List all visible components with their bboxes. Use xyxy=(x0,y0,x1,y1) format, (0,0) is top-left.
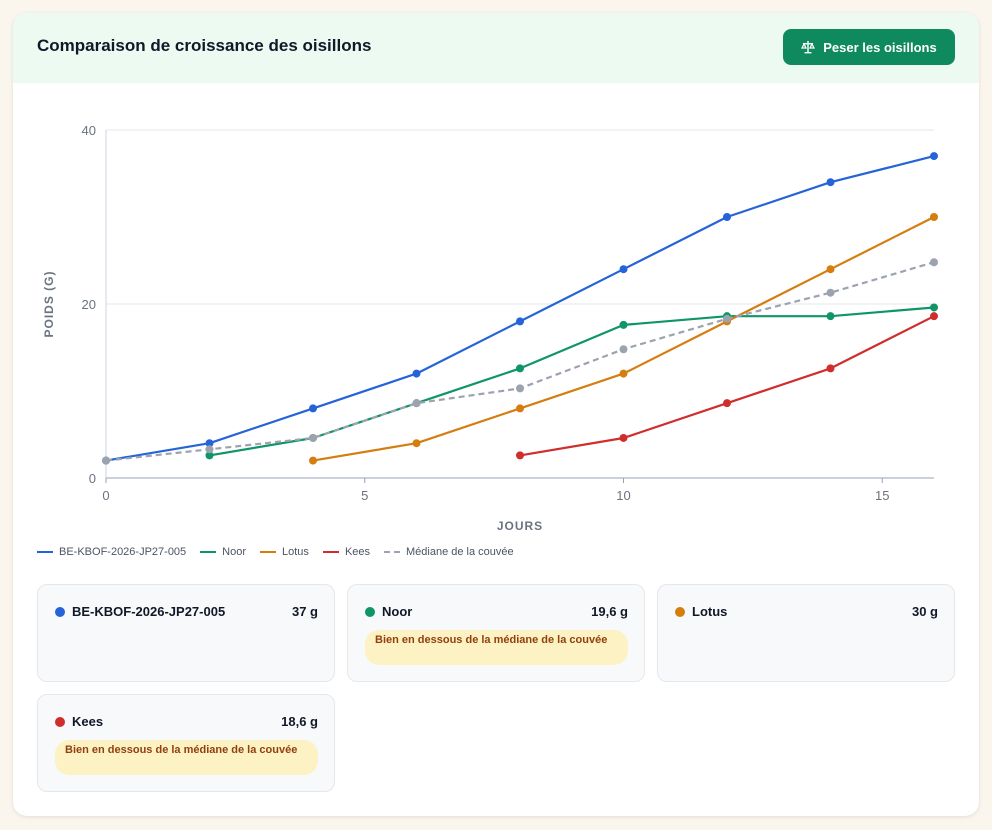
legend-label: Noor xyxy=(222,546,247,558)
below-median-badge: Bien en dessous de la médiane de la couv… xyxy=(365,630,628,665)
data-point[interactable] xyxy=(930,258,938,267)
data-point[interactable] xyxy=(102,456,110,465)
bird-stat-card[interactable]: Noor 19,6 g Bien en dessous de la médiane … xyxy=(347,584,645,682)
data-point[interactable] xyxy=(826,312,835,321)
bird-weight: 30 g xyxy=(911,604,938,619)
legend-item[interactable]: Lotus xyxy=(260,546,309,558)
data-point[interactable] xyxy=(412,439,421,448)
bird-stat-card[interactable]: BE-KBOF-2026-JP27-005 37 g xyxy=(37,584,335,682)
x-axis-label: JOURS xyxy=(497,519,543,533)
data-point[interactable] xyxy=(516,317,524,326)
data-point[interactable] xyxy=(205,445,214,454)
series-color-dot xyxy=(675,607,685,617)
series-line xyxy=(105,155,935,462)
data-point[interactable] xyxy=(619,433,628,442)
legend-item[interactable]: BE-KBOF-2026-JP27-005 xyxy=(37,546,186,558)
data-point[interactable] xyxy=(723,213,731,221)
data-point[interactable] xyxy=(930,303,938,312)
series-line xyxy=(312,216,935,462)
legend-label: Kees xyxy=(344,546,371,558)
series-color-dot xyxy=(55,717,65,727)
legend-label: Lotus xyxy=(282,546,309,558)
data-point[interactable] xyxy=(309,433,317,442)
data-point[interactable] xyxy=(412,369,421,378)
legend-swatch xyxy=(37,551,53,553)
scale-icon xyxy=(801,40,816,54)
card-header: Comparaison de croissance des oisillons … xyxy=(13,13,979,83)
chart-legend: BE-KBOF-2026-JP27-005 Noor Lotus Kees Médian… xyxy=(37,544,514,560)
data-point[interactable] xyxy=(826,178,835,187)
series-m-diane-de-la-couv-e xyxy=(102,258,938,465)
series-line xyxy=(105,261,935,462)
y-tick-label: 40 xyxy=(82,123,96,138)
series-be-kbof-2026-jp27-005 xyxy=(102,152,938,465)
data-point[interactable] xyxy=(516,404,524,413)
x-tick-label: 15 xyxy=(875,488,889,503)
legend-label: BE-KBOF-2026-JP27-005 xyxy=(59,546,187,558)
series-color-dot xyxy=(55,607,65,617)
bird-stat-card[interactable]: Kees 18,6 g Bien en dessous de la médiane … xyxy=(37,694,335,792)
data-point[interactable] xyxy=(619,345,628,354)
y-tick-label: 20 xyxy=(82,297,96,312)
page-title: Comparaison de croissance des oisillons xyxy=(37,36,372,55)
data-point[interactable] xyxy=(930,152,938,161)
data-point[interactable] xyxy=(826,364,835,373)
legend-item[interactable]: Kees xyxy=(322,546,371,558)
data-point[interactable] xyxy=(723,399,731,408)
below-median-badge: Bien en dessous de la médiane de la couv… xyxy=(55,740,318,775)
bird-name: Noor xyxy=(382,604,413,619)
data-point[interactable] xyxy=(619,369,628,378)
series-line xyxy=(209,306,935,457)
legend-item[interactable]: Noor xyxy=(200,546,246,558)
weigh-chicks-button[interactable]: Peser les oisillons xyxy=(783,29,955,65)
y-axis-label: POIDS (G) xyxy=(42,270,56,337)
y-tick-label: 0 xyxy=(89,471,96,486)
data-point[interactable] xyxy=(516,384,524,393)
bird-name: Lotus xyxy=(692,604,728,619)
bird-weight: 37 g xyxy=(291,604,318,619)
data-point[interactable] xyxy=(516,451,524,460)
data-point[interactable] xyxy=(309,404,317,413)
legend-swatch xyxy=(322,551,339,553)
x-tick-label: 5 xyxy=(361,488,368,503)
series-color-dot xyxy=(365,607,375,617)
series-line xyxy=(519,315,935,457)
legend-label: Médiane de la couvée xyxy=(406,546,514,558)
growth-comparison-card: Comparaison de croissance des oisillons … xyxy=(13,13,979,816)
data-point[interactable] xyxy=(516,364,524,373)
data-point[interactable] xyxy=(309,456,317,465)
data-point[interactable] xyxy=(723,314,731,323)
data-point[interactable] xyxy=(930,312,938,321)
bird-weight: 18,6 g xyxy=(281,714,318,729)
data-point[interactable] xyxy=(930,213,938,221)
bird-stat-card[interactable]: Lotus 30 g xyxy=(657,584,955,682)
x-tick-label: 0 xyxy=(102,488,109,503)
bird-name: Kees xyxy=(72,714,104,729)
weigh-button-label: Peser les oisillons xyxy=(823,39,937,55)
legend-swatch xyxy=(200,551,217,553)
legend-swatch xyxy=(384,551,401,553)
series-lotus xyxy=(309,213,938,465)
legend-swatch xyxy=(260,551,277,553)
growth-line-chart: 0 20 40 0 5 10 15 JOURS POIDS (G) xyxy=(42,123,938,533)
x-tick-label: 10 xyxy=(616,488,630,503)
data-point[interactable] xyxy=(826,288,835,297)
data-point[interactable] xyxy=(205,439,214,448)
data-point[interactable] xyxy=(619,320,628,329)
data-point[interactable] xyxy=(412,399,421,408)
legend-item[interactable]: Médiane de la couvée xyxy=(384,546,514,558)
bird-name: BE-KBOF-2026-JP27-005 xyxy=(72,604,226,619)
data-point[interactable] xyxy=(619,265,628,274)
bird-weight: 19,6 g xyxy=(591,604,628,619)
series-kees xyxy=(516,312,938,460)
data-point[interactable] xyxy=(205,451,214,460)
data-point[interactable] xyxy=(826,265,835,274)
